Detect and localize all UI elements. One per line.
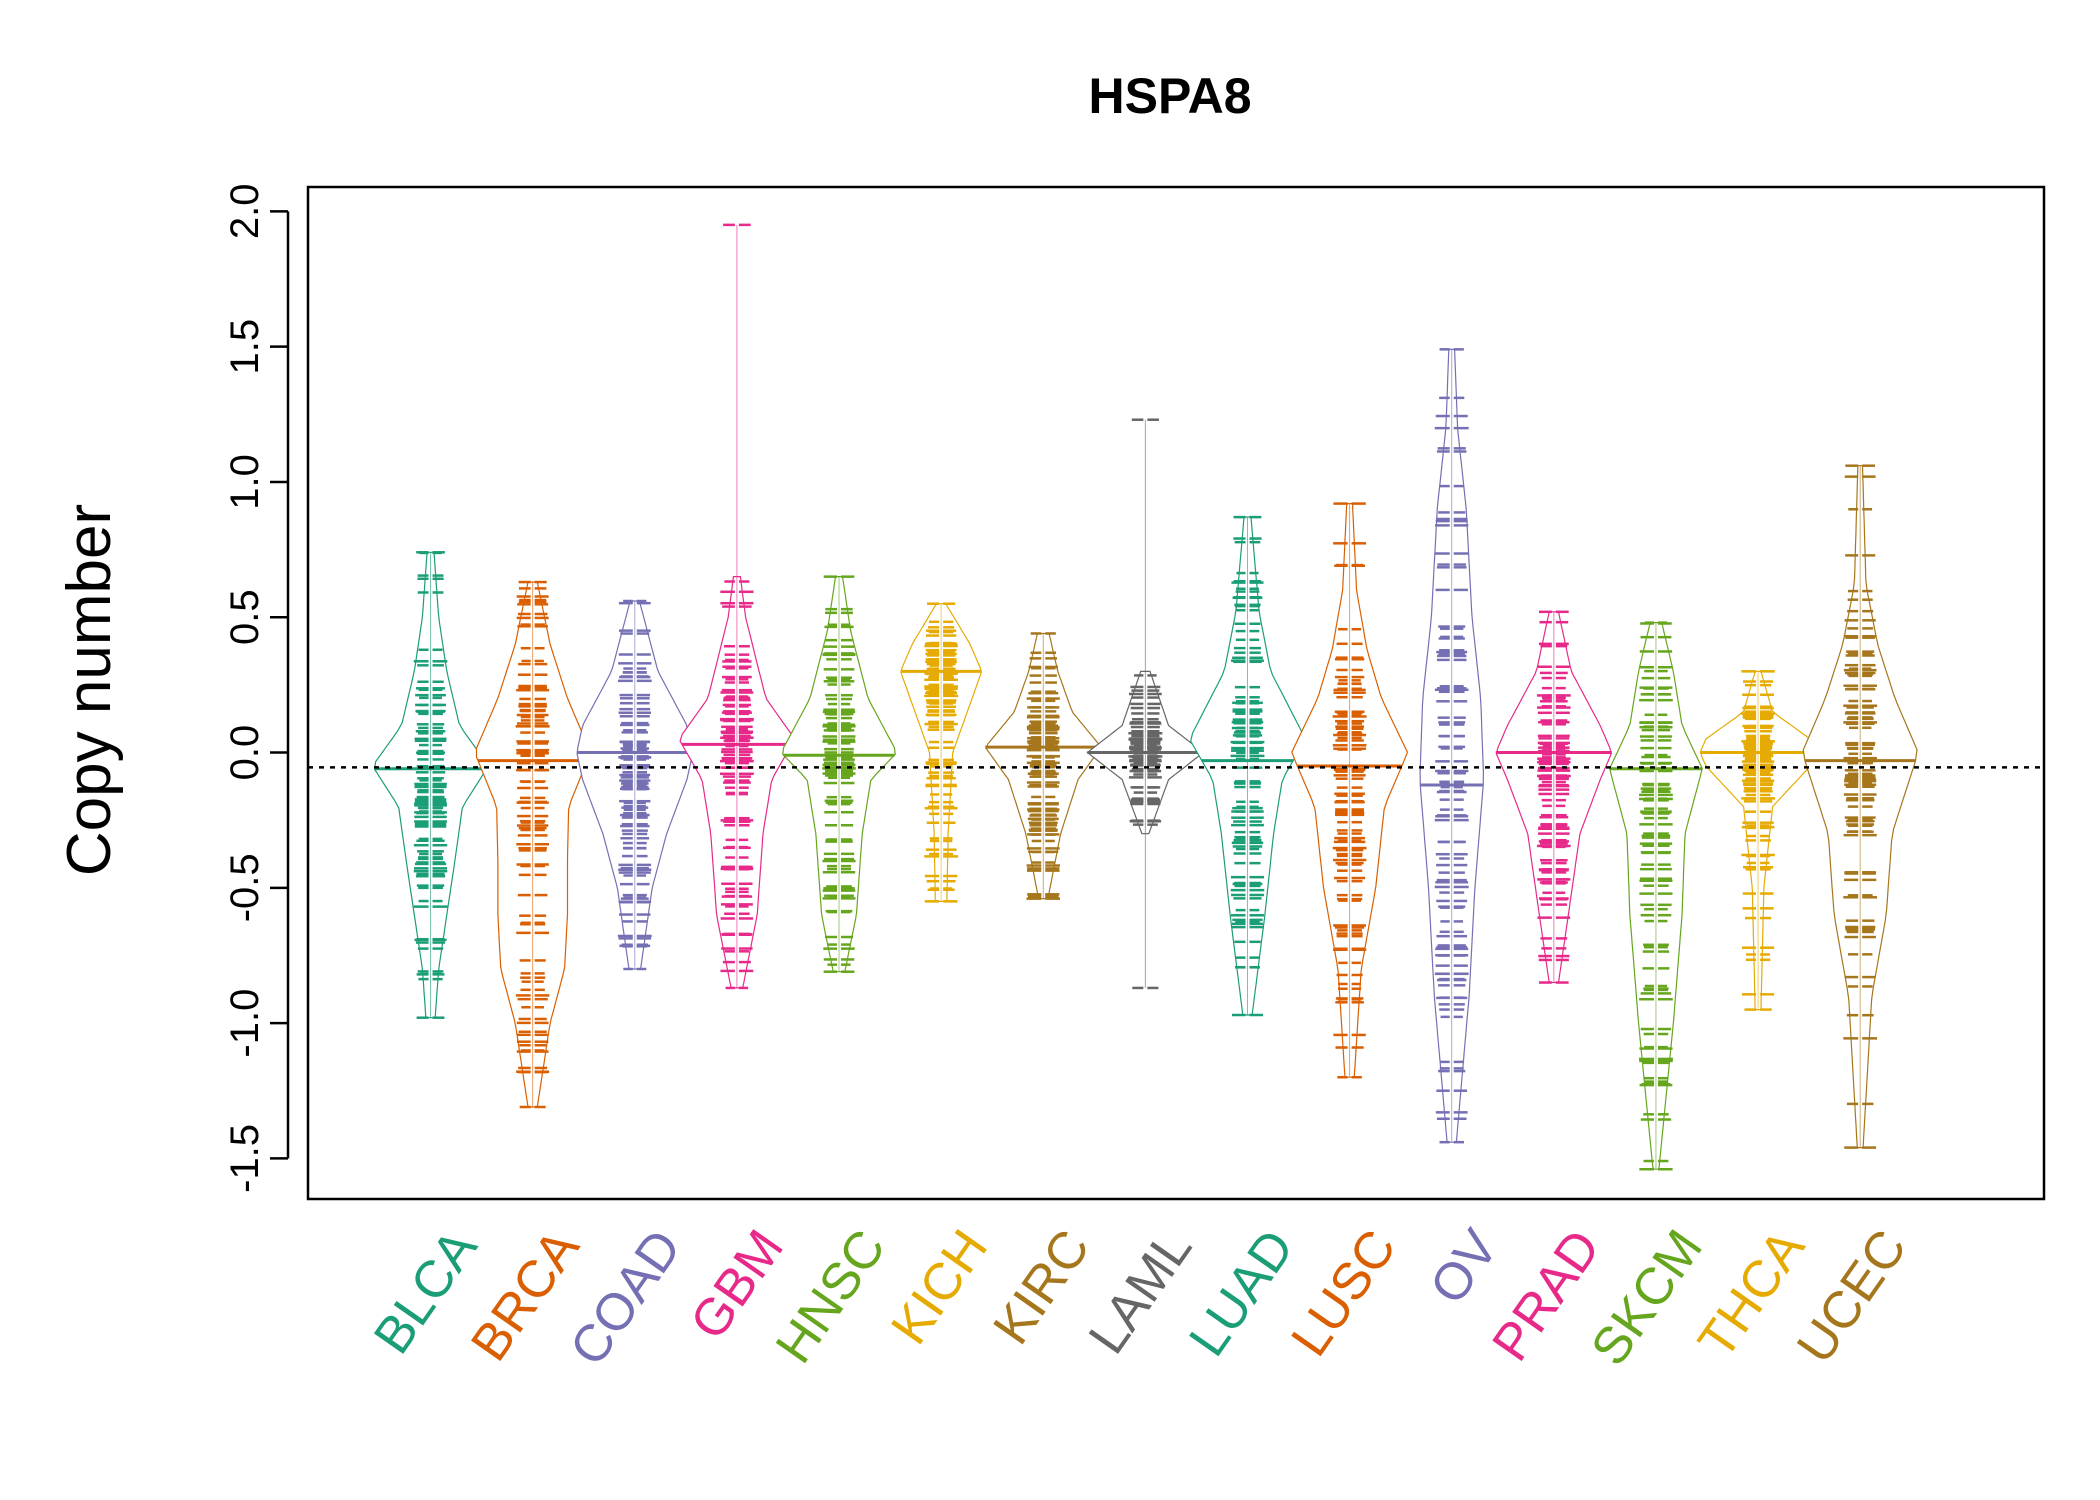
bean-laml: [1086, 418, 1205, 990]
bean-hnsc: [782, 575, 896, 973]
y-tick-label: 1.5: [223, 319, 267, 375]
x-tick-label: UCEC: [1786, 1220, 1918, 1374]
x-tick-label: LUSC: [1280, 1220, 1407, 1367]
y-axis: -1.5 -1.0 -0.5 0.0 0.5 1.0 1.5 2.0: [223, 184, 290, 1193]
plot-frame: [306, 185, 2046, 1201]
x-tick-label: COAD: [559, 1220, 693, 1376]
bean-kirc: [985, 632, 1102, 900]
bean-prad: [1495, 610, 1612, 984]
bean-lusc: [1291, 502, 1409, 1079]
x-tick-label: HNSC: [765, 1220, 897, 1374]
bean-gbm: [679, 223, 795, 990]
y-tick-label: 2.0: [223, 184, 267, 240]
bean-blca: [374, 551, 487, 1019]
x-tick-label: OV: [1419, 1219, 1510, 1314]
x-tick-label: LAML: [1078, 1220, 1203, 1365]
bean-luad: [1190, 515, 1305, 1017]
x-tick-label: KICH: [880, 1220, 999, 1355]
y-tick-label: 0.0: [223, 725, 267, 781]
bean-coad: [576, 599, 694, 971]
y-tick-label: -1.0: [223, 989, 267, 1058]
bean-kich: [900, 602, 982, 903]
y-tick-label: -1.5: [223, 1124, 267, 1193]
x-tick-label: LUAD: [1178, 1220, 1305, 1367]
bean-ucec: [1802, 464, 1918, 1149]
chart-title: HSPA8: [1088, 68, 1251, 124]
bean-thca: [1700, 670, 1817, 1011]
bean-ov: [1419, 348, 1485, 1144]
x-tick-label: SKCM: [1580, 1220, 1714, 1376]
y-tick-label: 0.5: [223, 589, 267, 645]
y-tick-label: -0.5: [223, 853, 267, 922]
bean-group: [374, 223, 1918, 1171]
bean-skcm: [1609, 621, 1703, 1171]
y-tick-label: 1.0: [223, 454, 267, 510]
y-axis-label: Copy number: [55, 504, 124, 876]
bean-brca: [475, 580, 590, 1109]
